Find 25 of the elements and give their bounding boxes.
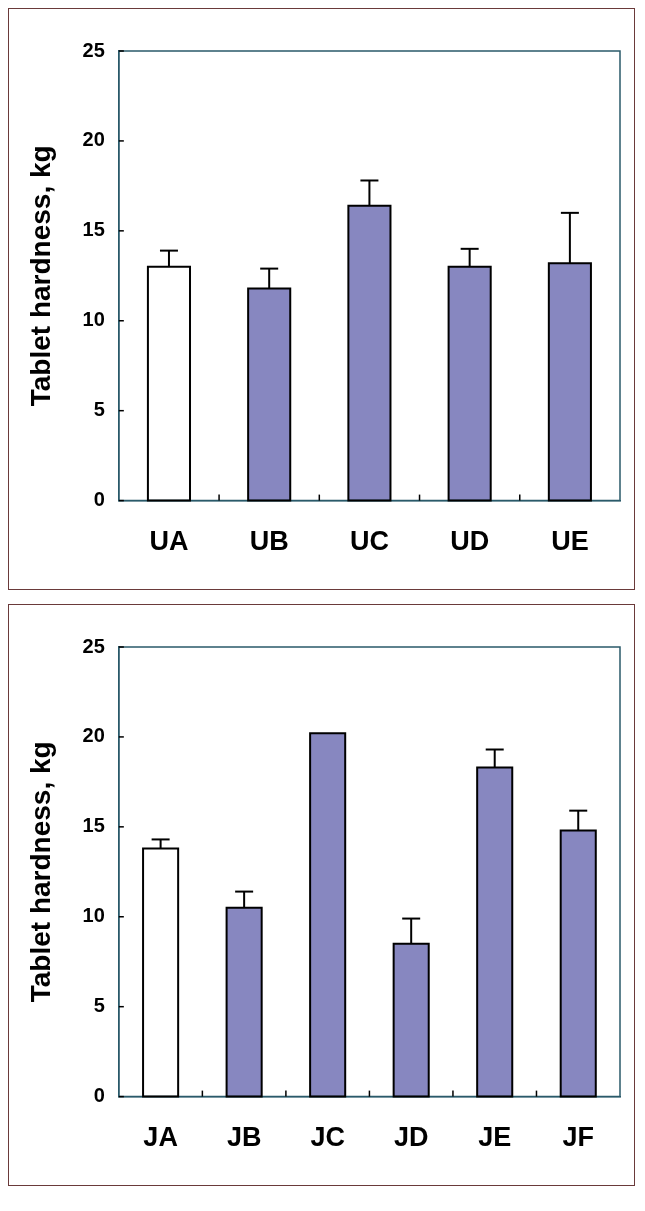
y-tick-label: 20 xyxy=(82,724,105,747)
y-tick-label: 10 xyxy=(82,308,105,331)
x-tick-label: JD xyxy=(393,1122,429,1153)
x-tick-label: UC xyxy=(349,526,389,557)
x-tick-label: UB xyxy=(249,526,289,557)
y-tick-label: 0 xyxy=(93,488,105,511)
x-tick-label: JE xyxy=(478,1122,512,1153)
x-tick-label: JA xyxy=(143,1122,178,1153)
x-tick-label: UE xyxy=(551,526,589,557)
y-axis-title: Tablet hardness, kg xyxy=(24,741,56,1003)
y-tick-label: 20 xyxy=(82,128,105,151)
x-tick-label: JB xyxy=(226,1122,262,1153)
y-tick-label: 15 xyxy=(82,218,105,241)
y-axis-title: Tablet hardness, kg xyxy=(24,145,56,407)
x-tick-label: JF xyxy=(562,1122,594,1153)
x-tick-label: UA xyxy=(149,526,189,557)
y-tick-label: 5 xyxy=(93,994,105,1017)
x-tick-label: UD xyxy=(450,526,490,557)
y-tick-label: 0 xyxy=(93,1084,105,1107)
y-tick-label: 25 xyxy=(82,38,105,61)
y-tick-label: 10 xyxy=(82,904,105,927)
y-tick-label: 5 xyxy=(93,398,105,421)
y-tick-label: 25 xyxy=(82,634,105,657)
x-tick-label: JC xyxy=(310,1122,345,1153)
y-tick-label: 15 xyxy=(82,814,105,837)
